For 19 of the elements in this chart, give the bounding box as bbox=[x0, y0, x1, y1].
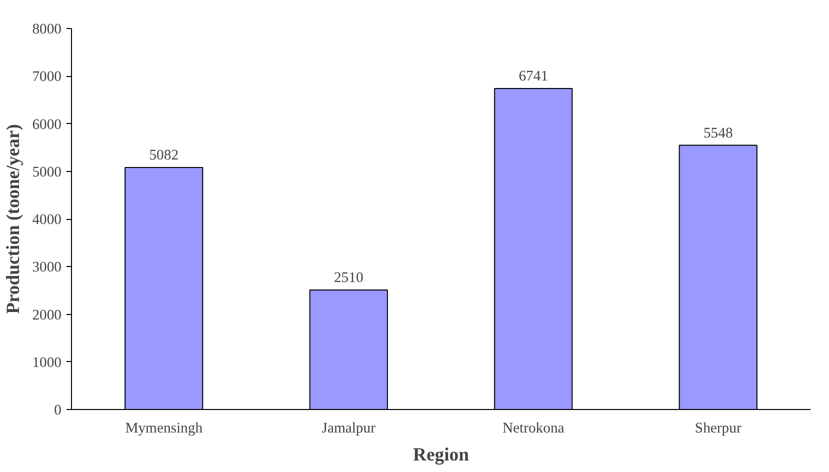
y-tick-label: 6000 bbox=[32, 116, 62, 133]
y-tick-label: 4000 bbox=[32, 212, 62, 228]
y-tick-label: 8000 bbox=[32, 22, 62, 38]
x-tick-label: Mymensingh bbox=[125, 420, 204, 436]
y-tick-label: 7000 bbox=[32, 69, 62, 86]
x-tick-label: Jamalpur bbox=[322, 420, 376, 436]
x-axis-title: Region bbox=[413, 444, 470, 466]
x-tick-label: Sherpur bbox=[694, 420, 742, 436]
data-label: 5082 bbox=[149, 147, 179, 164]
y-tick-label: 2000 bbox=[32, 307, 62, 324]
y-tick-label: 5000 bbox=[32, 164, 62, 180]
y-axis-title: Production (toone/year) bbox=[3, 124, 24, 314]
y-tick-label: 0 bbox=[54, 402, 62, 418]
data-label: 6741 bbox=[518, 68, 548, 84]
data-label: 5548 bbox=[703, 125, 733, 142]
y-tick-label: 1000 bbox=[32, 354, 62, 371]
data-label: 2510 bbox=[334, 270, 364, 286]
x-tick-label: Netrokona bbox=[502, 420, 565, 436]
y-tick-label: 3000 bbox=[32, 260, 62, 276]
